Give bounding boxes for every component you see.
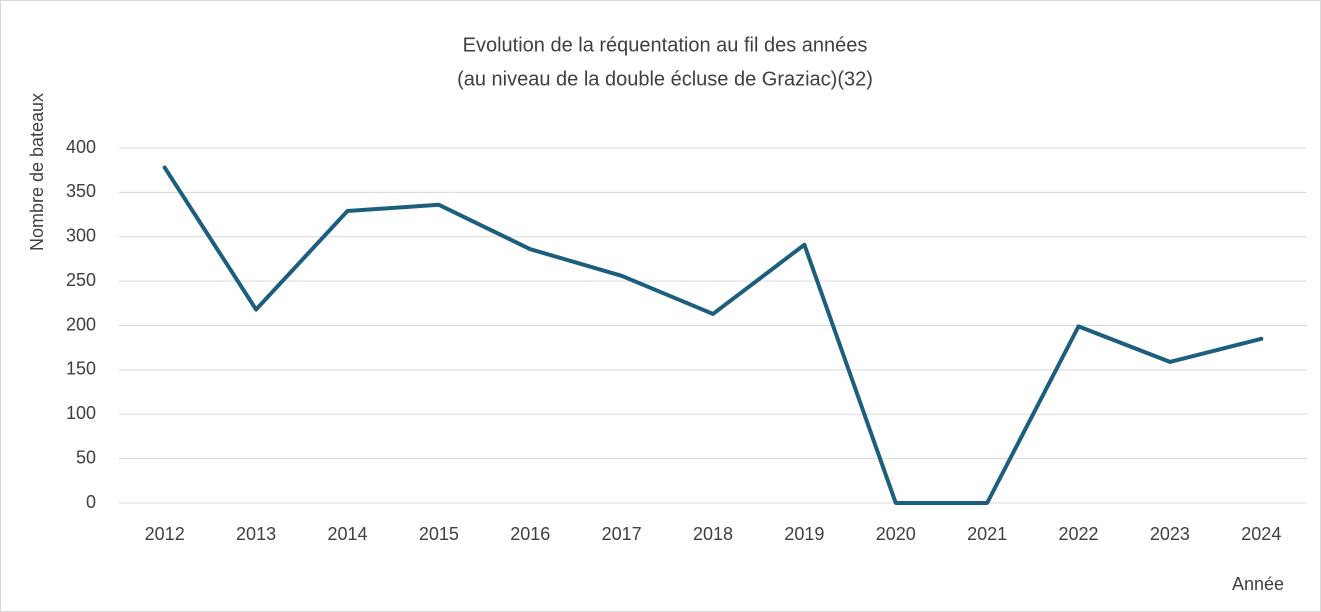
x-tick-label: 2012	[145, 524, 185, 544]
y-axis-label: Nombre de bateaux	[27, 93, 47, 251]
y-tick-label: 50	[76, 447, 96, 467]
x-tick-label: 2016	[510, 524, 550, 544]
x-tick-label: 2023	[1150, 524, 1190, 544]
chart-title: Evolution de la réquentation au fil des …	[463, 34, 868, 56]
x-tick-label: 2020	[876, 524, 916, 544]
x-tick-label: 2015	[419, 524, 459, 544]
x-tick-label: 2024	[1241, 524, 1281, 544]
y-tick-label: 400	[66, 137, 96, 157]
y-tick-label: 150	[66, 359, 96, 379]
x-tick-label: 2013	[236, 524, 276, 544]
y-tick-label: 200	[66, 314, 96, 334]
x-tick-label: 2021	[967, 524, 1007, 544]
x-tick-label: 2018	[693, 524, 733, 544]
chart-subtitle: (au niveau de la double écluse de Grazia…	[457, 68, 873, 90]
y-tick-label: 250	[66, 270, 96, 290]
x-tick-label: 2019	[784, 524, 824, 544]
y-tick-label: 0	[86, 492, 96, 512]
y-tick-label: 100	[66, 403, 96, 423]
y-tick-label: 300	[66, 226, 96, 246]
y-tick-label: 350	[66, 181, 96, 201]
x-axis-label: Année	[1232, 574, 1284, 594]
line-series	[162, 165, 1264, 505]
x-tick-label: 2014	[327, 524, 367, 544]
x-tick-label: 2022	[1059, 524, 1099, 544]
x-tick-label: 2017	[602, 524, 642, 544]
